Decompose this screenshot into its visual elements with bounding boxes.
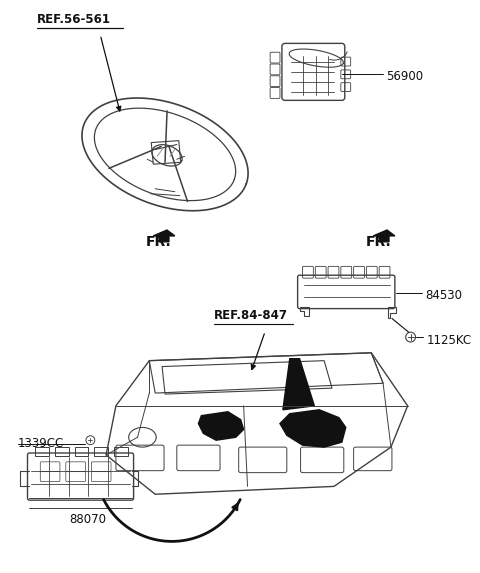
Polygon shape <box>198 412 244 440</box>
Text: REF.84-847: REF.84-847 <box>214 309 288 323</box>
Text: 88070: 88070 <box>69 513 106 526</box>
Polygon shape <box>280 410 346 447</box>
Text: 84530: 84530 <box>425 289 462 303</box>
Polygon shape <box>373 230 395 242</box>
Polygon shape <box>283 359 314 410</box>
Text: 56900: 56900 <box>386 70 423 83</box>
Text: FR.: FR. <box>365 235 391 249</box>
Text: 1125KC: 1125KC <box>426 333 471 347</box>
Text: FR.: FR. <box>145 235 171 249</box>
Polygon shape <box>153 230 175 242</box>
Text: REF.56-561: REF.56-561 <box>37 13 111 26</box>
Text: 1339CC: 1339CC <box>18 437 64 450</box>
